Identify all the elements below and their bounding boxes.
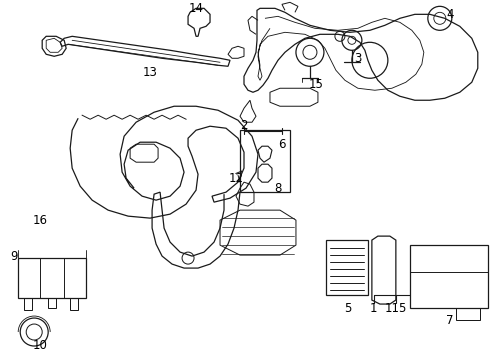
Text: 6: 6 <box>278 138 286 151</box>
Text: 3: 3 <box>354 52 362 65</box>
Text: 13: 13 <box>143 66 157 79</box>
Text: 15: 15 <box>309 78 323 91</box>
Text: 115: 115 <box>385 302 407 315</box>
Text: 1: 1 <box>370 302 378 315</box>
Text: 12: 12 <box>228 172 244 185</box>
Text: 4: 4 <box>446 8 454 21</box>
Text: 16: 16 <box>33 213 48 227</box>
Text: 9: 9 <box>10 249 18 262</box>
Text: 5: 5 <box>344 302 352 315</box>
Text: 8: 8 <box>274 182 282 195</box>
Text: 2: 2 <box>240 119 248 132</box>
Text: 7: 7 <box>446 314 454 327</box>
Text: 10: 10 <box>33 338 48 351</box>
Text: 14: 14 <box>189 2 203 15</box>
